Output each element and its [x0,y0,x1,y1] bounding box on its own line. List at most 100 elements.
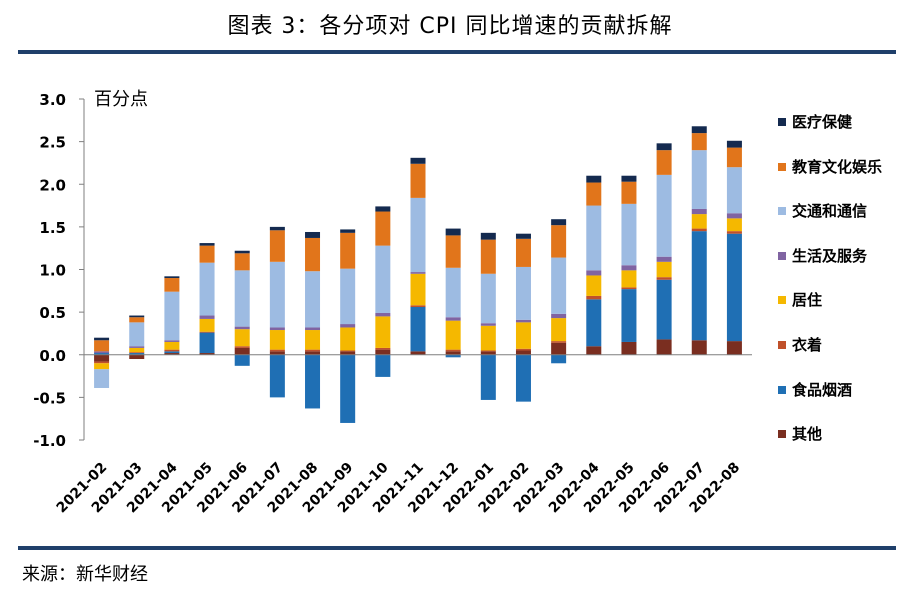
bar-segment [586,182,602,206]
bar-segment [94,369,110,388]
bar-segment [129,317,145,323]
bar-segment [269,351,285,355]
bar-segment [621,175,637,182]
bar-segment [551,225,567,258]
stacked-bar-chart: 3.02.52.01.51.00.50.0-0.5-1.02021-022021… [33,89,752,516]
bar-segment [515,350,531,355]
bar-segment [656,261,672,278]
bar-segment [445,354,461,358]
bar-segment [199,262,215,316]
bar-segment [234,250,250,254]
bar-segment [551,342,567,355]
bar-segment [199,353,215,355]
bar-segment [375,211,391,246]
bar-segment [515,354,531,402]
bar-segment [164,349,180,352]
bar-segment [199,243,215,246]
bar-segment [129,347,145,353]
bar-segment [164,351,180,354]
bar-segment [269,261,285,328]
bar-segment [94,363,110,370]
bar-segment [551,313,567,319]
bar-segment [551,219,567,226]
bar-segment [305,271,321,328]
bar-segment [586,295,602,300]
legend-label: 生活及服务 [792,246,868,265]
bar-segment [551,341,567,343]
bar-segment [234,346,250,348]
bar-segment [94,354,110,362]
bar-segment [305,351,321,355]
legend-swatch [778,341,786,349]
bar-segment [621,203,637,266]
bar-segment [94,337,110,341]
bar-segment [305,231,321,238]
bar-segment [726,167,742,214]
bar-segment [94,361,110,364]
y-tick-label: -1.0 [33,432,66,450]
bar-segment [551,354,567,364]
bar-segment [164,353,180,355]
bar-segment [94,340,110,352]
bar-segment [480,239,496,274]
bar-segment [234,270,250,327]
bar-segment [234,253,250,271]
bar-segment [234,329,250,347]
bar-segment [621,341,637,355]
bar-segment [94,353,110,355]
bar-segment [445,351,461,355]
bar-segment [410,351,426,355]
bar-segment [480,323,496,326]
legend-swatch [778,118,786,126]
bar-segment [199,318,215,332]
axes-layer: 3.02.52.01.51.00.50.0-0.5-1.02021-022021… [33,91,752,516]
bar-segment [340,324,356,328]
bar-segment [656,279,672,340]
bar-segment [269,226,285,231]
bar-segment [480,273,496,324]
bar-segment [234,326,250,330]
bar-segment [164,340,180,342]
bar-segment [410,307,426,352]
bar-segment [305,354,321,409]
bar-segment [656,277,672,280]
bar-segment [445,320,461,350]
bar-segment [375,316,391,348]
bar-segment [199,331,215,333]
legend-label: 其他 [792,425,823,444]
bar-segment [480,354,496,400]
bars-layer [94,126,742,423]
bar-segment [269,230,285,262]
bar-segment [445,349,461,352]
bar-segment [586,205,602,271]
bar-segment [726,140,742,148]
source-note: 来源：新华财经 [22,564,148,585]
bar-segment [129,315,145,318]
y-tick-label: 0.5 [39,304,66,322]
legend-label: 衣着 [792,336,823,354]
bar-segment [621,289,637,342]
bar-segment [445,317,461,321]
bar-segment [691,340,707,355]
bar-segment [129,346,145,348]
bar-segment [691,214,707,229]
chart-title: 图表 3：各分项对 CPI 同比增速的贡献拆解 [227,14,673,39]
bar-segment [164,291,180,341]
bar-segment [234,354,250,366]
bar-segment [410,197,426,273]
bar-segment [480,351,496,355]
legend-swatch [778,385,786,394]
bar-segment [656,143,672,151]
bar-segment [691,208,707,215]
bar-segment [551,257,567,314]
bar-segment [375,354,391,377]
bar-segment [340,268,356,325]
bar-segment [410,163,426,198]
bar-segment [410,305,426,308]
bar-segment [515,322,531,349]
bar-segment [305,330,321,350]
bar-segment [129,322,145,347]
bar-segment [621,181,637,204]
y-unit-label: 百分点 [94,89,148,110]
bar-segment [480,325,496,351]
